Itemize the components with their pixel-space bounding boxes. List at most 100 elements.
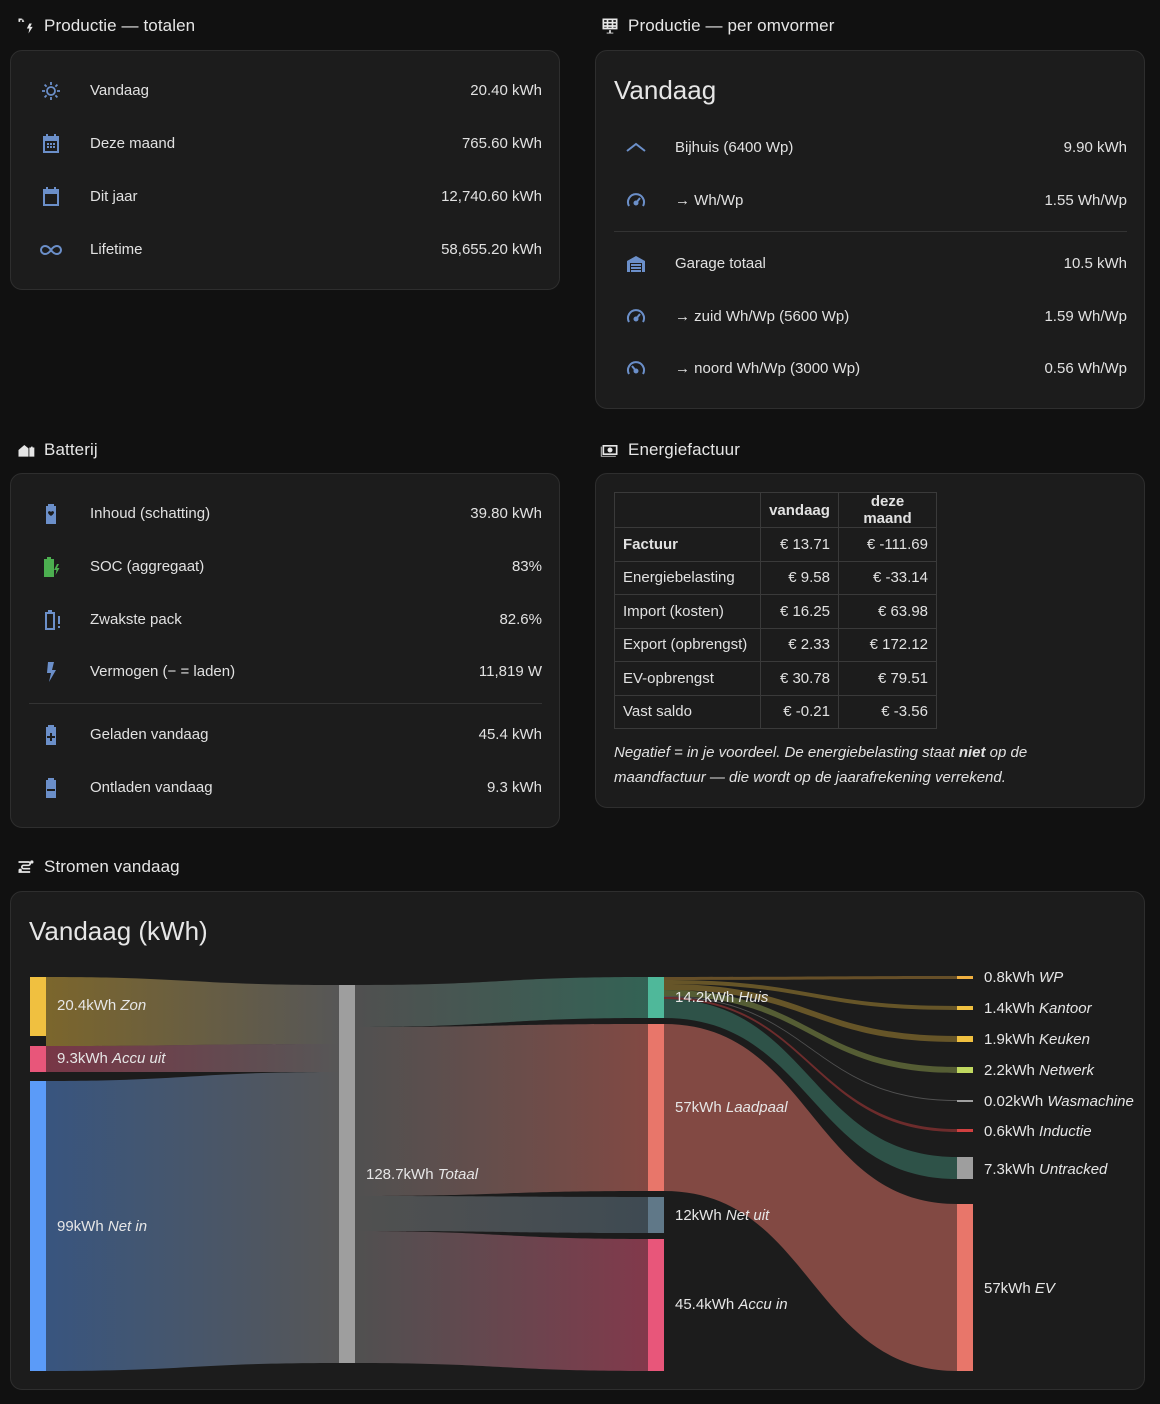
- row-geladen[interactable]: Geladen vandaag 45.4 kWh: [11, 708, 559, 761]
- node-netwerk: [957, 1067, 973, 1073]
- row-zwakste-pack[interactable]: Zwakste pack 82.6%: [11, 593, 559, 646]
- row-value: 83%: [511, 558, 542, 575]
- section-title-text: Energiefactuur: [628, 440, 740, 459]
- section-title-energiefactuur: Energiefactuur: [600, 440, 740, 460]
- row-deze-maand[interactable]: Deze maand 765.60 kWh: [11, 117, 559, 170]
- row-value: 765.60 kWh: [461, 135, 542, 152]
- flow-huis-kantoor: [664, 980, 957, 1010]
- node-inductie: [957, 1129, 973, 1132]
- flow-huis-wp: [664, 976, 957, 980]
- label-value: 9.3kWh: [57, 1050, 108, 1067]
- battery-heart-icon: [37, 500, 65, 528]
- battery-plus-icon: [37, 721, 65, 749]
- node-kantoor: [957, 1006, 973, 1010]
- row-value: 12,740.60 kWh: [441, 188, 542, 205]
- row-value: 11,819 W: [478, 663, 542, 680]
- flow-huis-netwerk: [664, 990, 957, 1073]
- label-name: Kantoor: [1039, 1000, 1093, 1017]
- label-name: Huis: [738, 989, 769, 1006]
- row-soc[interactable]: SOC (aggregaat) 83%: [11, 540, 559, 593]
- label-untracked: 7.3kWh Untracked: [984, 1161, 1108, 1178]
- solar-panel-icon: [602, 18, 618, 34]
- row-value: 9.90 kWh: [1063, 139, 1127, 156]
- roof-icon: [622, 134, 650, 162]
- row-ontladen[interactable]: Ontladen vandaag 9.3 kWh: [11, 761, 559, 814]
- table-cell: Export (opbrengst): [614, 627, 761, 662]
- row-value: 45.4 kWh: [478, 726, 542, 743]
- table-row: Factuur € 13.71 € -111.69: [614, 527, 937, 562]
- label-name: Keuken: [1039, 1031, 1090, 1048]
- label-name: Accu in: [737, 1296, 787, 1313]
- table-row: Vast saldo € -0.21 € -3.56: [614, 694, 937, 729]
- flow-totaal-accu-in: [355, 1231, 648, 1371]
- label-value: 0.8kWh: [984, 969, 1035, 986]
- row-value: 1.55 Wh/Wp: [1044, 192, 1127, 209]
- label-value: 57kWh: [675, 1099, 722, 1116]
- label-inductie: 0.6kWh Inductie: [984, 1123, 1092, 1140]
- label-name: Totaal: [438, 1166, 479, 1183]
- row-value: 0.56 Wh/Wp: [1044, 360, 1127, 377]
- flow-huis-keuken: [664, 984, 957, 1042]
- section-title-stromen: Stromen vandaag: [16, 857, 180, 877]
- home-battery-icon: [18, 445, 35, 457]
- label-value: 128.7kWh: [366, 1166, 434, 1183]
- row-value: 9.3 kWh: [486, 779, 542, 796]
- label-value: 2.2kWh: [984, 1062, 1035, 1079]
- calendar-month-icon: [37, 130, 65, 158]
- label-value: 14.2kWh: [675, 989, 734, 1006]
- energiefactuur-note: Negatief = in je voordeel. De energiebel…: [614, 740, 1044, 790]
- table-cell: Vast saldo: [614, 694, 761, 729]
- row-value: 82.6%: [499, 611, 542, 628]
- row-bijhuis[interactable]: Bijhuis (6400 Wp) 9.90 kWh: [596, 121, 1144, 174]
- row-lifetime[interactable]: Lifetime 58,655.20 kWh: [11, 223, 559, 276]
- label-value: 7.3kWh: [984, 1161, 1035, 1178]
- label-name: Untracked: [1039, 1161, 1108, 1178]
- table-header-row: vandaag deze maand: [614, 492, 937, 528]
- table-row: Energiebelasting € 9.58 € -33.14: [614, 560, 937, 595]
- table-cell: € 79.51: [838, 661, 937, 696]
- label-netwerk: 2.2kWh Netwerk: [984, 1062, 1096, 1079]
- row-label: → zuid Wh/Wp (5600 Wp): [675, 308, 850, 325]
- row-noord-whwp[interactable]: → noord Wh/Wp (3000 Wp) 0.56 Wh/Wp: [596, 342, 1144, 395]
- table-cell: Factuur: [614, 527, 761, 562]
- card-heading: Vandaag (kWh): [29, 916, 208, 946]
- row-bijhuis-whwp[interactable]: → Wh/Wp 1.55 Wh/Wp: [596, 174, 1144, 227]
- row-zuid-whwp[interactable]: → zuid Wh/Wp (5600 Wp) 1.59 Wh/Wp: [596, 290, 1144, 343]
- label-name: Accu uit: [111, 1050, 166, 1067]
- table-cell: € 9.58: [760, 560, 839, 595]
- node-accu-in: [648, 1239, 664, 1371]
- row-inhoud[interactable]: Inhoud (schatting) 39.80 kWh: [11, 487, 559, 540]
- row-value: 39.80 kWh: [470, 505, 542, 522]
- battery-alert-icon: [37, 606, 65, 634]
- section-title-text: Productie — totalen: [44, 16, 196, 35]
- flow-huis-untracked: [664, 999, 957, 1179]
- label-name: WP: [1039, 969, 1063, 986]
- table-cell: € 172.12: [838, 627, 937, 662]
- row-garage[interactable]: Garage totaal 10.5 kWh: [596, 237, 1144, 290]
- label-value: 20.4kWh: [57, 997, 116, 1014]
- node-ev: [957, 1204, 973, 1371]
- table-row: Export (opbrengst) € 2.33 € 172.12: [614, 627, 937, 662]
- garage-icon: [622, 250, 650, 278]
- table-cell: € -33.14: [838, 560, 937, 595]
- table-row: Import (kosten) € 16.25 € 63.98: [614, 594, 937, 629]
- row-value: 20.40 kWh: [470, 82, 542, 99]
- node-net-uit: [648, 1197, 664, 1233]
- node-huis: [648, 977, 664, 1018]
- row-vandaag[interactable]: Vandaag 20.40 kWh: [11, 64, 559, 117]
- flow-totaal-huis: [355, 977, 648, 1027]
- row-label: Vandaag: [90, 82, 149, 99]
- row-label: Bijhuis (6400 Wp): [675, 139, 794, 156]
- row-label: Dit jaar: [90, 188, 138, 205]
- label-accu-in: 45.4kWh Accu in: [675, 1296, 788, 1313]
- table-cell: € 30.78: [760, 661, 839, 696]
- node-totaal: [339, 985, 355, 1363]
- node-wasmachine: [957, 1100, 973, 1102]
- column-header: [614, 492, 761, 528]
- row-label: Ontladen vandaag: [90, 779, 213, 796]
- node-keuken: [957, 1036, 973, 1042]
- row-dit-jaar[interactable]: Dit jaar 12,740.60 kWh: [11, 170, 559, 223]
- row-vermogen[interactable]: Vermogen (− = laden) 11,819 W: [11, 645, 559, 698]
- flow-zon-totaal: [46, 977, 339, 1046]
- node-accu-uit: [30, 1046, 46, 1072]
